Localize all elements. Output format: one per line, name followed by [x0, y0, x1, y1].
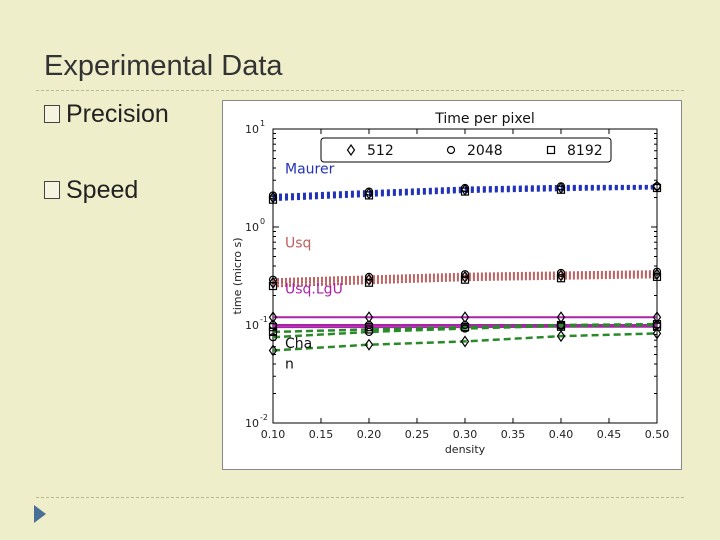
chart-frame: Time per pixel 0.10 0.15 0.20 0.25 0.30 0.35 0.… — [222, 100, 682, 470]
data-point-usq-2048 — [268, 275, 278, 284]
data-point-usq-512 — [460, 270, 470, 283]
data-point-maurer-8192 — [556, 185, 566, 194]
data-point-usq-2048 — [460, 270, 470, 279]
series-annotation: n — [285, 356, 294, 372]
series-annotation: Cha — [285, 336, 312, 352]
y-axis-label: time (micro s) — [231, 238, 244, 315]
data-point-maurer-8192 — [460, 187, 470, 196]
data-point-usq-2048 — [364, 272, 374, 281]
series-line-chan-8192 — [272, 322, 658, 334]
data-point-usqlgu-512 — [364, 311, 374, 324]
legend-label-2048: 2048 — [467, 143, 503, 159]
legend-label-8192: 8192 — [567, 143, 603, 159]
series-annotation: Usq.LgU — [285, 281, 343, 297]
slide-title: Experimental Data — [44, 50, 283, 82]
x-tick-label: 0.50 — [645, 428, 670, 441]
x-tick-label: 0.10 — [261, 428, 286, 441]
data-point-chan-512 — [460, 335, 470, 348]
data-point-chan-8192 — [556, 320, 566, 330]
legend-marker-2048 — [446, 145, 456, 155]
data-point-usq-8192 — [652, 272, 662, 281]
x-tick-label: 0.30 — [453, 428, 478, 441]
data-point-usqlgu-8192 — [268, 323, 278, 332]
legend-label-512: 512 — [367, 143, 394, 159]
data-point-maurer-8192 — [652, 183, 662, 193]
time-per-pixel-chart: Time per pixel 0.10 0.15 0.20 0.25 0.30 0.35 0.… — [231, 111, 670, 456]
data-point-chan-8192 — [364, 325, 374, 334]
y-tick-exponent: -2 — [260, 413, 268, 422]
x-tick-label: 0.20 — [357, 428, 382, 441]
data-point-usqlgu-512 — [460, 311, 470, 324]
footer-divider — [36, 497, 684, 498]
data-point-usq-512 — [556, 269, 566, 282]
series-annotation: Usq — [285, 235, 311, 251]
bullet-label: Speed — [66, 176, 139, 204]
y-tick-exponent: -1 — [260, 315, 268, 324]
bullet-box-icon — [44, 105, 60, 123]
data-point-usq-8192 — [364, 278, 374, 287]
series-line-usq-512 — [272, 272, 658, 285]
x-tick-label: 0.25 — [405, 428, 430, 441]
data-point-usq-512 — [268, 276, 278, 289]
data-point-usq-512 — [652, 268, 662, 281]
data-point-usq-512 — [364, 273, 374, 286]
x-tick-label: 0.40 — [549, 428, 574, 441]
y-tick-label: 10 — [245, 221, 259, 234]
series-line-chan-512 — [272, 332, 658, 352]
data-point-usq-2048 — [652, 267, 662, 276]
series-annotation: Maurer — [285, 162, 335, 178]
data-point-chan-512 — [556, 330, 566, 343]
data-point-usq-8192 — [460, 275, 470, 284]
bullet-box-icon — [44, 181, 60, 199]
chart-title: Time per pixel — [434, 111, 535, 127]
x-axis-label: density — [445, 443, 486, 456]
next-slide-arrow-icon[interactable] — [34, 505, 46, 523]
legend-marker-8192 — [546, 145, 556, 155]
title-divider — [36, 90, 684, 91]
data-point-usq-2048 — [556, 268, 566, 278]
legend-marker-512 — [346, 143, 356, 157]
series-line-usq-8192 — [272, 275, 658, 288]
data-point-chan-8192 — [652, 320, 662, 329]
bullet-item-precision: Precision — [44, 100, 169, 129]
data-point-usqlgu-512 — [268, 311, 278, 324]
bullet-label: Precision — [66, 100, 169, 128]
data-point-maurer-8192 — [268, 195, 278, 204]
x-tick-label: 0.35 — [501, 428, 526, 441]
data-point-maurer-8192 — [364, 191, 374, 200]
y-tick-label: 10 — [245, 417, 259, 430]
data-point-usq-8192 — [268, 281, 278, 291]
y-tick-label: 10 — [245, 123, 259, 136]
data-point-chan-512 — [652, 327, 662, 340]
data-point-chan-8192 — [268, 327, 278, 337]
data-point-maurer-2048 — [268, 191, 278, 200]
bullet-item-speed: Speed — [44, 176, 138, 205]
x-tick-label: 0.45 — [597, 428, 622, 441]
data-point-chan-512 — [268, 344, 278, 357]
data-point-chan-2048 — [268, 333, 278, 342]
data-point-usq-8192 — [556, 274, 566, 283]
legend-box — [320, 137, 612, 163]
data-point-chan-512 — [364, 338, 374, 351]
data-point-usqlgu-512 — [652, 311, 662, 324]
y-tick-exponent: 1 — [260, 119, 265, 128]
x-tick-label: 0.15 — [309, 428, 334, 441]
y-tick-label: 10 — [245, 319, 259, 332]
data-point-chan-8192 — [460, 323, 470, 332]
series-line-usq-2048 — [272, 270, 658, 282]
y-tick-exponent: 0 — [260, 217, 265, 226]
